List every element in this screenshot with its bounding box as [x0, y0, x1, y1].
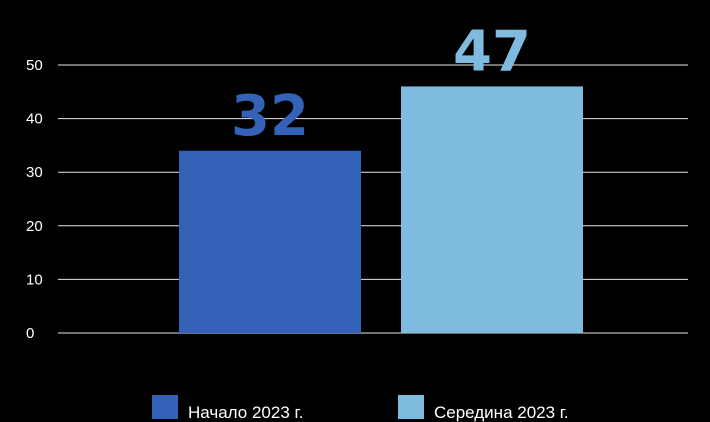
y-tick-label: 20: [26, 218, 43, 235]
y-tick-label: 50: [26, 57, 43, 74]
y-tick-label: 0: [26, 325, 34, 342]
bar-1: [179, 150, 361, 333]
legend-swatch-2: [398, 395, 424, 419]
y-tick-label: 30: [26, 164, 43, 181]
y-tick-label: 40: [26, 111, 43, 128]
y-tick-label: 10: [26, 271, 43, 288]
data-label-1: 32: [231, 84, 309, 149]
data-labels: 32 47: [231, 19, 531, 148]
grid-lines: [58, 64, 688, 334]
bars: [179, 86, 583, 333]
data-label-2: 47: [453, 19, 531, 84]
bar-2: [401, 86, 583, 333]
y-axis-tick-labels: 0 10 20 30 40 50: [26, 57, 43, 342]
legend-swatch-1: [152, 395, 178, 419]
legend: Начало 2023 г. Середина 2023 г.: [152, 395, 569, 422]
legend-label-2: Середина 2023 г.: [434, 403, 569, 422]
legend-label-1: Начало 2023 г.: [188, 403, 303, 422]
